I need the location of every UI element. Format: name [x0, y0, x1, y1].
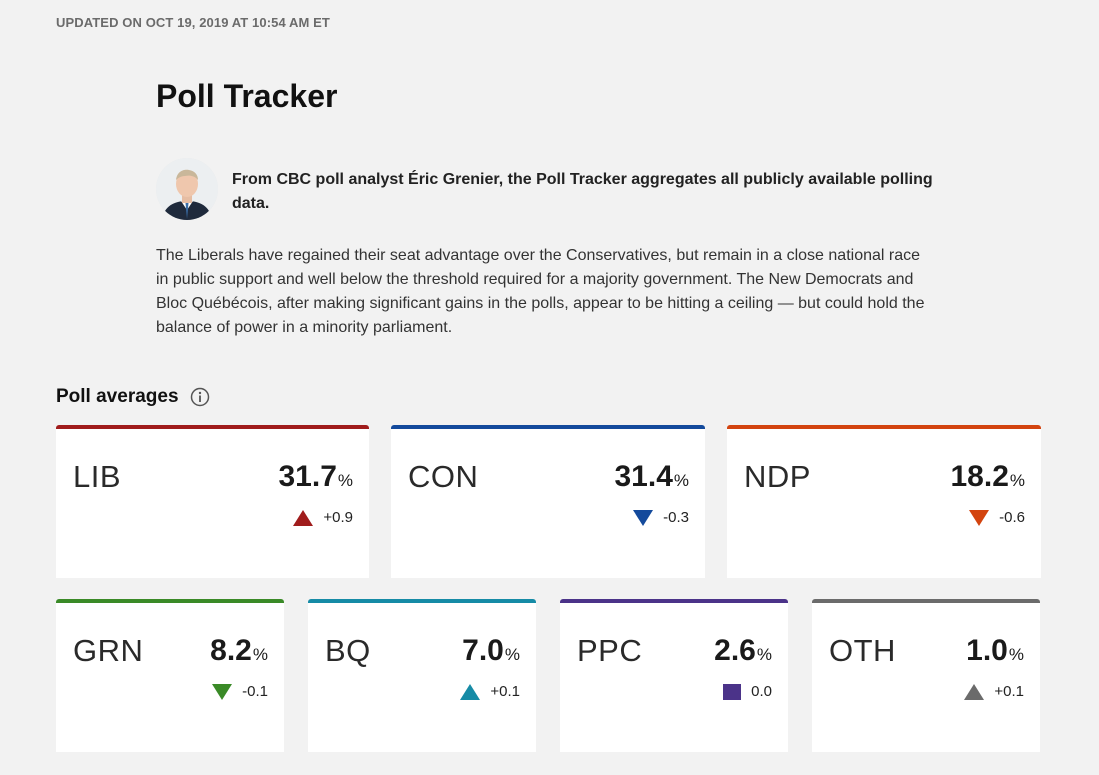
party-change: -0.1 [212, 683, 268, 700]
author-photo [156, 158, 218, 220]
change-value: +0.1 [994, 683, 1024, 700]
percentage-unit: % [504, 645, 520, 664]
change-value: +0.9 [323, 509, 353, 526]
party-change: +0.1 [460, 683, 520, 700]
party-card-ndp: NDP 18.2% -0.6 [727, 425, 1041, 578]
change-value: -0.1 [242, 683, 268, 700]
party-name: BQ [325, 633, 371, 668]
trend-up-icon [293, 509, 314, 526]
trend-up-icon [964, 683, 985, 700]
percentage-unit: % [756, 645, 772, 664]
party-change: -0.6 [969, 509, 1025, 526]
party-percentage: 1.0% [966, 634, 1024, 668]
party-card-bq: BQ 7.0% +0.1 [308, 599, 536, 752]
info-icon[interactable] [190, 387, 210, 407]
party-percentage: 18.2% [950, 460, 1025, 494]
party-name: OTH [829, 633, 896, 668]
percentage-unit: % [252, 645, 268, 664]
party-name: NDP [744, 459, 811, 494]
party-change: 0.0 [723, 683, 772, 700]
party-percentage: 2.6% [714, 634, 772, 668]
party-card-grn: GRN 8.2% -0.1 [56, 599, 284, 752]
updated-timestamp: UPDATED ON OCT 19, 2019 AT 10:54 AM ET [56, 15, 330, 30]
trend-down-icon [212, 683, 233, 700]
percentage-unit: % [1009, 471, 1025, 490]
party-card-ppc: PPC 2.6% 0.0 [560, 599, 788, 752]
party-name: CON [408, 459, 479, 494]
party-change: -0.3 [633, 509, 689, 526]
party-name: GRN [73, 633, 144, 668]
party-percentage: 31.7% [278, 460, 353, 494]
author-avatar [156, 158, 218, 220]
party-name: LIB [73, 459, 122, 494]
percentage-value: 31.4 [614, 460, 673, 493]
trend-flat-icon [723, 683, 742, 700]
change-value: +0.1 [490, 683, 520, 700]
party-change: +0.9 [293, 509, 353, 526]
party-name: PPC [577, 633, 643, 668]
party-card-oth: OTH 1.0% +0.1 [812, 599, 1040, 752]
party-percentage: 31.4% [614, 460, 689, 494]
change-value: 0.0 [751, 683, 772, 700]
percentage-unit: % [337, 471, 353, 490]
page-title: Poll Tracker [156, 78, 338, 114]
party-card-lib: LIB 31.7% +0.9 [56, 425, 369, 578]
percentage-unit: % [1008, 645, 1024, 664]
change-value: -0.6 [999, 509, 1025, 526]
party-percentage: 8.2% [210, 634, 268, 668]
percentage-value: 7.0 [462, 634, 504, 667]
percentage-value: 1.0 [966, 634, 1008, 667]
percentage-value: 8.2 [210, 634, 252, 667]
percentage-unit: % [673, 471, 689, 490]
percentage-value: 31.7 [278, 460, 337, 493]
party-change: +0.1 [964, 683, 1024, 700]
trend-down-icon [633, 509, 654, 526]
party-card-con: CON 31.4% -0.3 [391, 425, 705, 578]
summary-paragraph: The Liberals have regained their seat ad… [156, 247, 925, 336]
party-percentage: 7.0% [462, 634, 520, 668]
change-value: -0.3 [663, 509, 689, 526]
analyst-intro: From CBC poll analyst Éric Grenier, the … [232, 171, 933, 212]
percentage-value: 2.6 [714, 634, 756, 667]
poll-averages-heading: Poll averages [56, 386, 210, 408]
section-title-text: Poll averages [56, 386, 179, 407]
trend-up-icon [460, 683, 481, 700]
percentage-value: 18.2 [950, 460, 1009, 493]
trend-down-icon [969, 509, 990, 526]
